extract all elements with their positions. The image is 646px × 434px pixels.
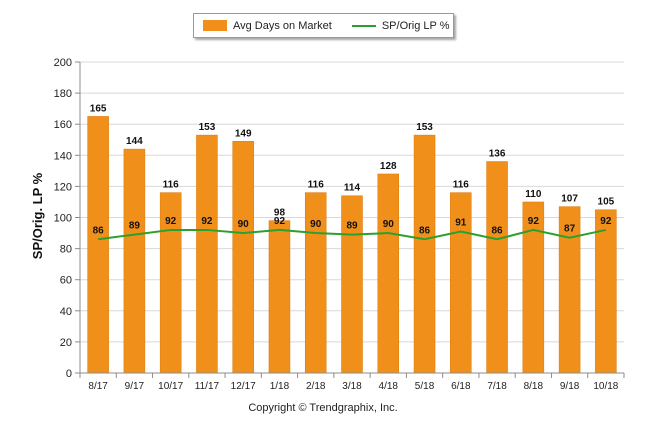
bar-value-label: 105 [598, 197, 615, 208]
bar [196, 134, 218, 374]
legend-line-swatch [351, 24, 376, 27]
y-axis-label: SP/Orig. LP % [30, 172, 45, 259]
bar-value-label: 128 [380, 161, 397, 172]
x-tick-label: 7/18 [487, 381, 507, 392]
x-tick-label: 11/17 [195, 381, 220, 392]
line-value-label: 92 [165, 216, 177, 227]
x-tick-label: 9/17 [125, 381, 145, 392]
legend-bar-label: Avg Days on Market [233, 19, 332, 32]
line-value-label: 92 [274, 216, 286, 227]
x-tick-label: 3/18 [342, 381, 362, 392]
y-tick-label: 60 [60, 275, 72, 287]
line-value-label: 92 [201, 216, 213, 227]
legend-bar-swatch [203, 20, 227, 31]
x-tick-label: 6/18 [451, 381, 471, 392]
y-tick-label: 160 [54, 119, 72, 131]
bar-data-labels: 165 144 116 153 149 98 116 114 128 153 116 136 110 10… [90, 103, 615, 218]
line-value-label: 86 [93, 225, 105, 236]
line-value-label: 92 [600, 216, 612, 227]
x-axis: 8/17 9/17 10/17 11/17 12/17 1/18 2/18 3/18 4/18 5… [79, 372, 625, 392]
bar-value-label: 110 [525, 189, 542, 200]
bar [595, 209, 617, 374]
line-value-label: 89 [346, 221, 358, 232]
y-tick-label: 80 [60, 244, 72, 256]
bar [268, 220, 291, 374]
bar-value-label: 153 [199, 122, 216, 133]
line-series [98, 228, 607, 241]
y-tick-label: 180 [54, 88, 72, 100]
bar [377, 173, 400, 374]
legend-line-label: SP/Orig LP % [381, 19, 450, 32]
line-value-label: 87 [564, 224, 576, 235]
x-tick-label: 2/18 [306, 381, 326, 392]
line-value-label: 86 [419, 225, 431, 236]
bar-value-label: 114 [344, 183, 361, 194]
x-tick-label: 1/18 [270, 381, 290, 392]
bar-series [87, 116, 617, 374]
line-value-label: 90 [383, 219, 395, 230]
x-tick-label: 4/18 [379, 381, 399, 392]
y-tick-label: 200 [54, 57, 72, 69]
y-tick-label: 40 [60, 306, 72, 318]
legend-item-line[interactable]: SP/Orig LP % [332, 20, 450, 32]
legend-item-bar[interactable]: Avg Days on Market [194, 20, 332, 32]
line-path [98, 228, 607, 241]
line-value-label: 90 [238, 219, 250, 230]
bar-value-label: 107 [561, 194, 578, 205]
copyright-footer: Copyright © Trendgraphix, Inc. [248, 402, 398, 414]
y-tick-label: 120 [54, 181, 72, 193]
line-data-labels: 86 89 92 92 90 92 90 89 90 86 91 86 92 87 92 [93, 216, 612, 236]
bar [123, 148, 146, 374]
line-value-label: 86 [492, 225, 504, 236]
chart-legend: Avg Days on Market SP/Orig LP % [193, 13, 454, 38]
line-value-label: 92 [528, 216, 540, 227]
y-tick-label: 20 [60, 337, 72, 349]
y-axis: 0 20 40 60 80 100 120 140 160 180 200 [54, 57, 81, 380]
bar [486, 161, 508, 374]
bar-value-label: 116 [163, 180, 180, 191]
bar-value-label: 136 [489, 149, 506, 160]
x-tick-label: 12/17 [231, 381, 256, 392]
line-value-label: 89 [129, 221, 141, 232]
bar-value-label: 165 [90, 103, 107, 114]
bar-value-label: 116 [308, 180, 325, 191]
bar-value-label: 144 [126, 136, 143, 147]
bar-value-label: 153 [416, 122, 433, 133]
line-value-label: 91 [455, 217, 467, 228]
bar-value-label: 116 [453, 180, 470, 191]
bar [522, 201, 545, 374]
bar [232, 141, 254, 374]
x-tick-label: 9/18 [560, 381, 580, 392]
bar [413, 134, 436, 374]
y-tick-label: 100 [54, 213, 72, 225]
x-tick-label: 8/17 [88, 381, 108, 392]
bar [87, 116, 109, 374]
x-tick-label: 5/18 [415, 381, 435, 392]
bar-value-label: 98 [274, 208, 286, 219]
y-tick-label: 140 [54, 150, 72, 162]
x-tick-label: 8/18 [524, 381, 544, 392]
line-value-label: 90 [310, 219, 322, 230]
bar-value-label: 149 [235, 128, 252, 139]
y-tick-label: 0 [66, 368, 72, 380]
x-tick-label: 10/17 [158, 381, 183, 392]
x-tick-label: 10/18 [593, 381, 618, 392]
